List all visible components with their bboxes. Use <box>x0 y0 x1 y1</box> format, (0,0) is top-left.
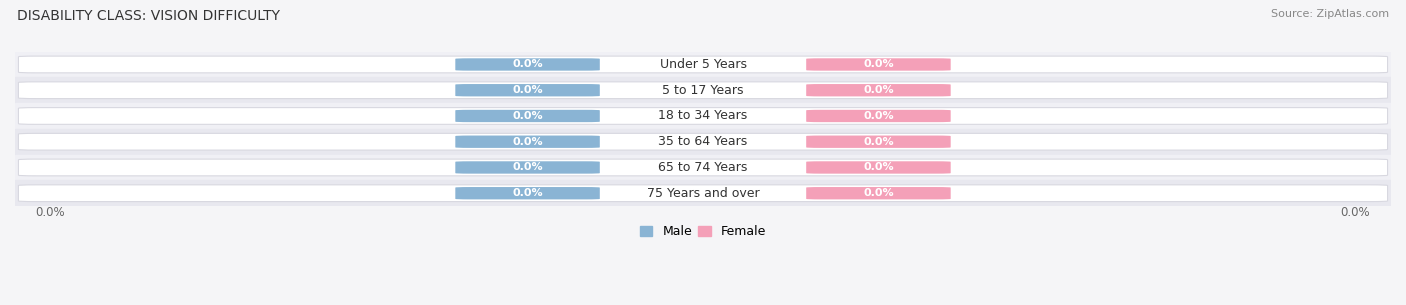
Text: 65 to 74 Years: 65 to 74 Years <box>658 161 748 174</box>
FancyBboxPatch shape <box>806 110 950 122</box>
Text: DISABILITY CLASS: VISION DIFFICULTY: DISABILITY CLASS: VISION DIFFICULTY <box>17 9 280 23</box>
Text: 0.0%: 0.0% <box>512 59 543 70</box>
Legend: Male, Female: Male, Female <box>636 220 770 243</box>
Text: 0.0%: 0.0% <box>863 163 894 172</box>
Text: 0.0%: 0.0% <box>863 137 894 147</box>
FancyBboxPatch shape <box>806 135 950 148</box>
FancyBboxPatch shape <box>18 159 1388 176</box>
FancyBboxPatch shape <box>806 58 950 71</box>
Text: 35 to 64 Years: 35 to 64 Years <box>658 135 748 148</box>
Bar <box>15 180 1391 206</box>
FancyBboxPatch shape <box>456 187 600 199</box>
FancyBboxPatch shape <box>456 135 600 148</box>
FancyBboxPatch shape <box>18 82 1388 99</box>
Text: 0.0%: 0.0% <box>1341 206 1371 219</box>
FancyBboxPatch shape <box>456 84 600 96</box>
Bar <box>15 52 1391 77</box>
Text: 0.0%: 0.0% <box>512 163 543 172</box>
Text: Source: ZipAtlas.com: Source: ZipAtlas.com <box>1271 9 1389 19</box>
FancyBboxPatch shape <box>18 133 1388 150</box>
Text: Under 5 Years: Under 5 Years <box>659 58 747 71</box>
Text: 0.0%: 0.0% <box>512 85 543 95</box>
FancyBboxPatch shape <box>456 161 600 174</box>
Text: 18 to 34 Years: 18 to 34 Years <box>658 109 748 123</box>
FancyBboxPatch shape <box>456 58 600 71</box>
FancyBboxPatch shape <box>456 110 600 122</box>
FancyBboxPatch shape <box>18 108 1388 124</box>
FancyBboxPatch shape <box>806 187 950 199</box>
Text: 0.0%: 0.0% <box>863 111 894 121</box>
Text: 0.0%: 0.0% <box>512 188 543 198</box>
Bar <box>15 129 1391 155</box>
Text: 0.0%: 0.0% <box>512 111 543 121</box>
Text: 5 to 17 Years: 5 to 17 Years <box>662 84 744 97</box>
FancyBboxPatch shape <box>806 161 950 174</box>
Text: 0.0%: 0.0% <box>35 206 65 219</box>
Text: 0.0%: 0.0% <box>863 85 894 95</box>
FancyBboxPatch shape <box>806 84 950 96</box>
FancyBboxPatch shape <box>18 56 1388 73</box>
Bar <box>15 103 1391 129</box>
Text: 0.0%: 0.0% <box>863 188 894 198</box>
Text: 0.0%: 0.0% <box>512 137 543 147</box>
Bar <box>15 155 1391 180</box>
Bar <box>15 77 1391 103</box>
Text: 75 Years and over: 75 Years and over <box>647 187 759 200</box>
Text: 0.0%: 0.0% <box>863 59 894 70</box>
FancyBboxPatch shape <box>18 185 1388 202</box>
